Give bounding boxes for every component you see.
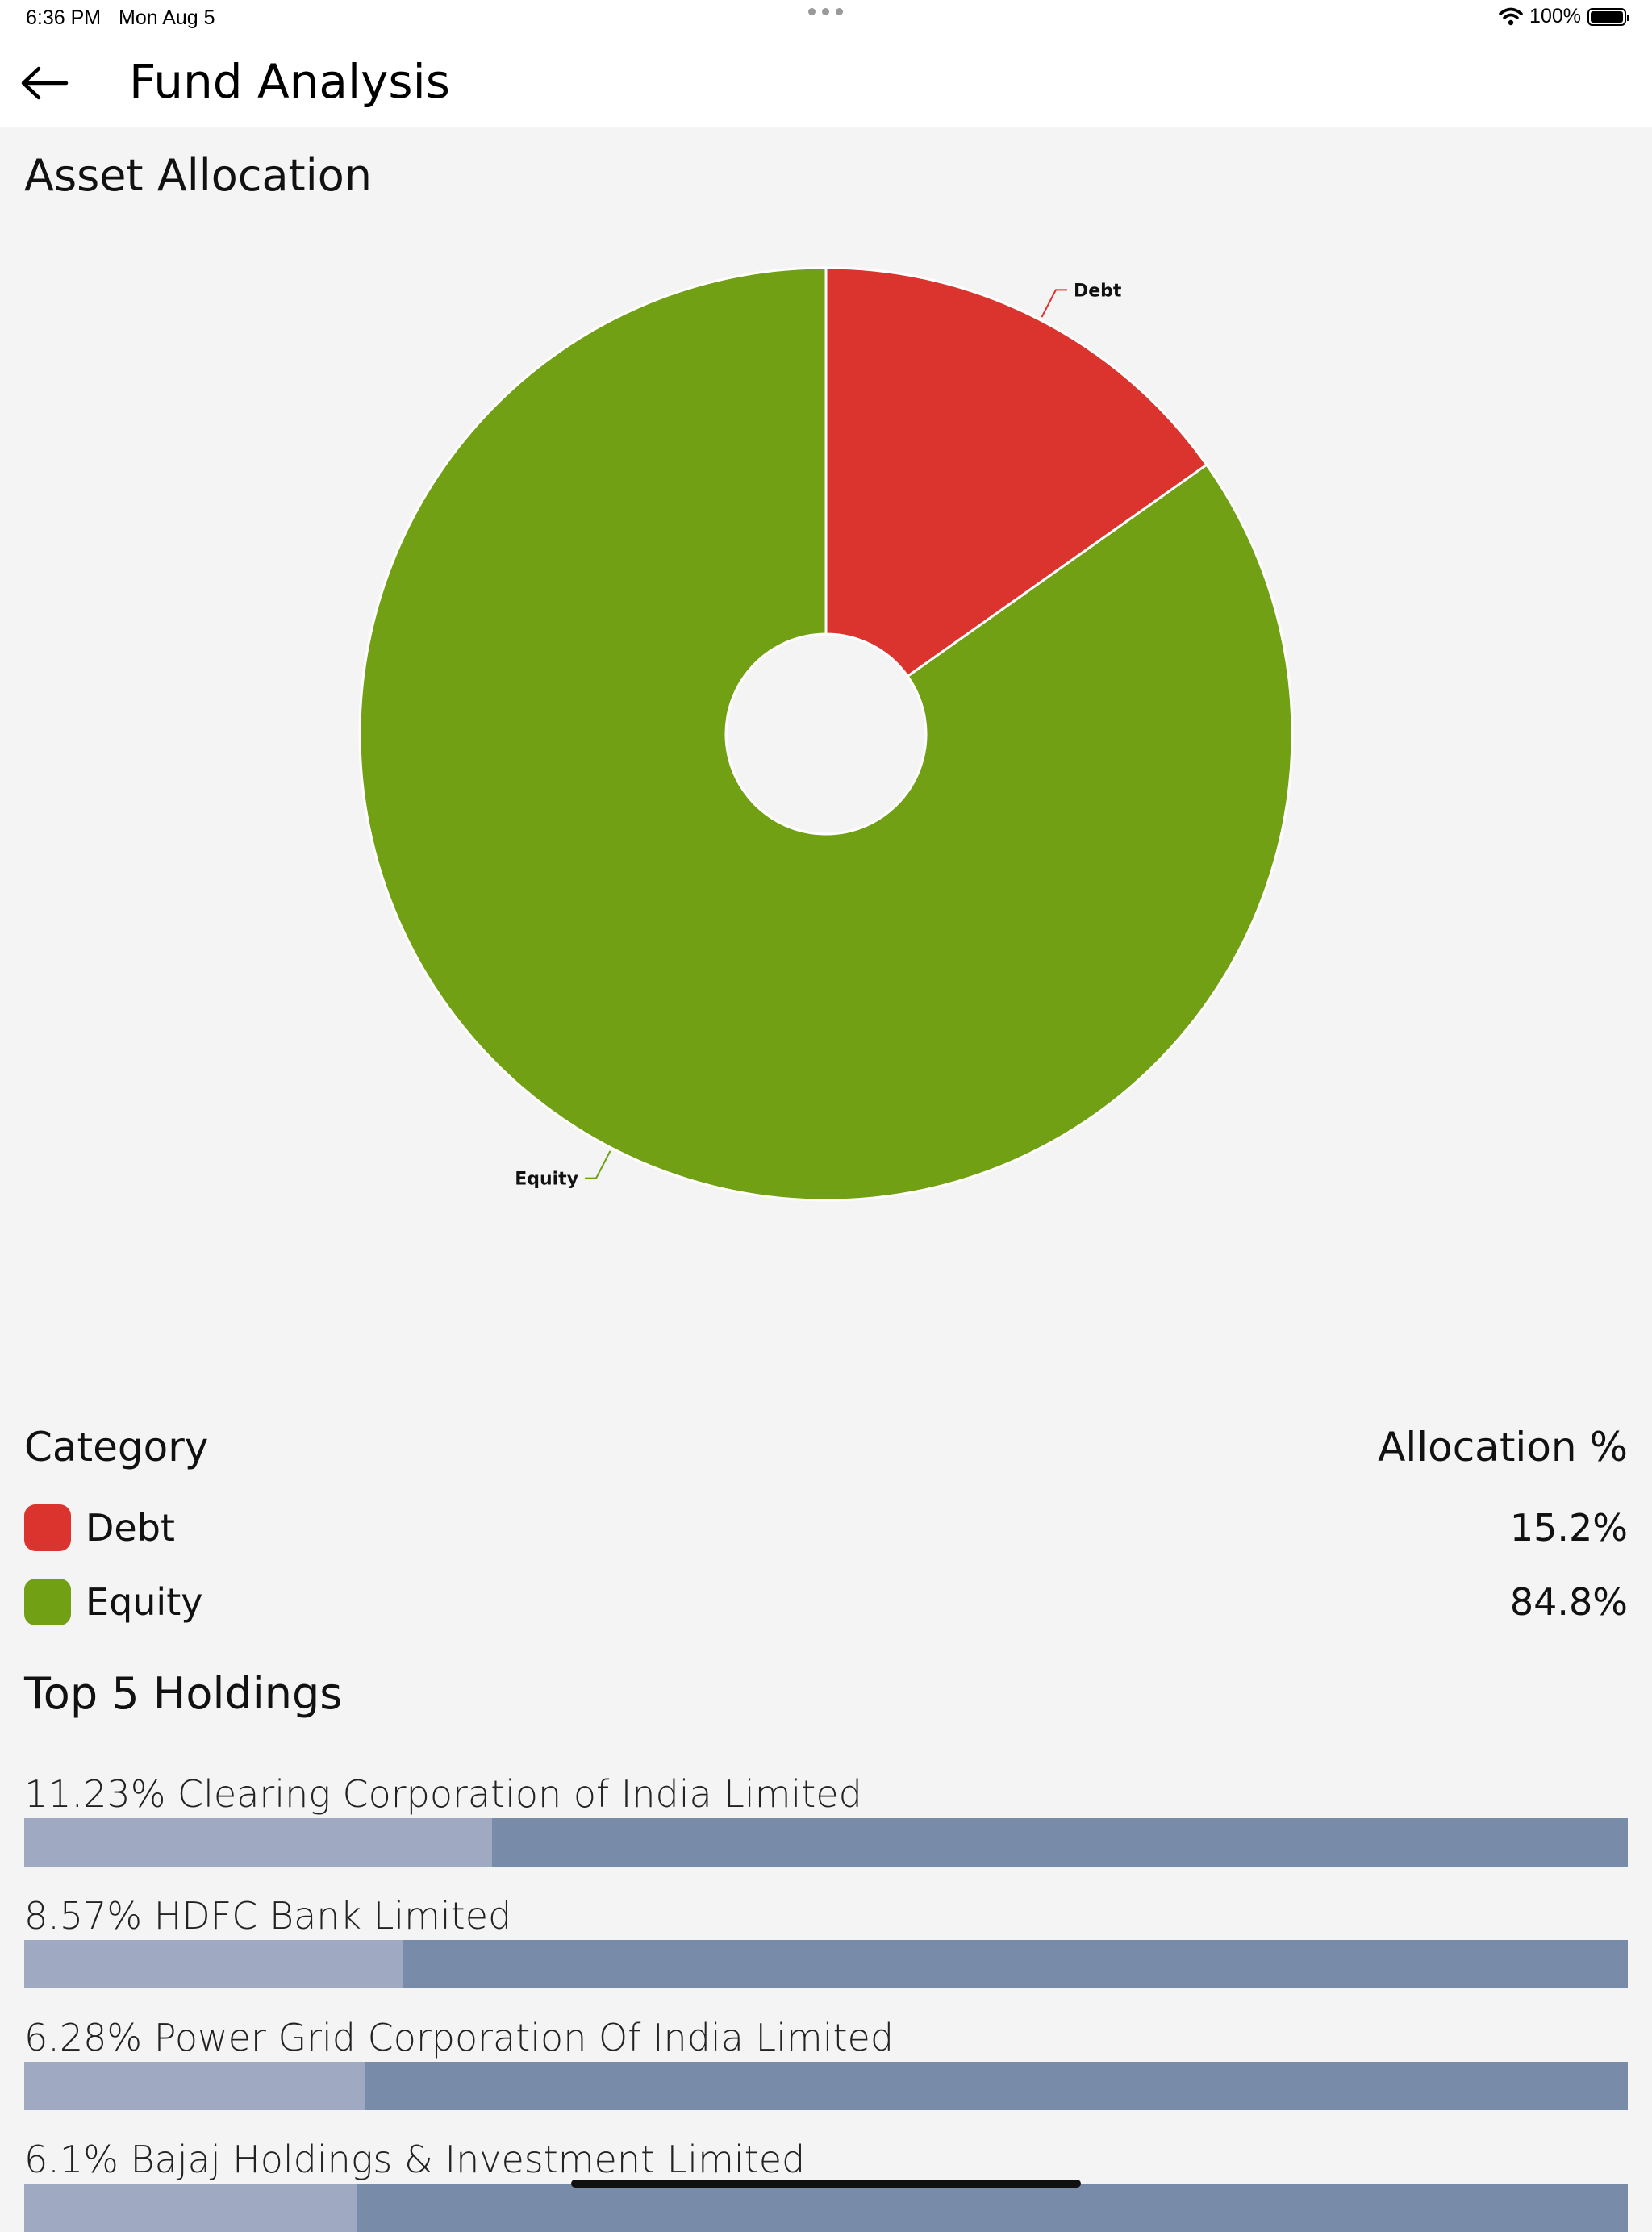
status-bar: 6:36 PM Mon Aug 5 100% xyxy=(0,0,1652,39)
asset-allocation-title: Asset Allocation xyxy=(24,150,372,201)
holding-bar-fill xyxy=(24,1940,403,1988)
status-indicators: 100% xyxy=(1499,5,1629,28)
holding-item: 8.57% HDFC Bank Limited xyxy=(24,1893,1628,1988)
holding-bar-fill xyxy=(24,2062,366,2110)
home-indicator[interactable] xyxy=(571,2180,1081,2188)
asset-allocation-chart: Debt Equity xyxy=(0,234,1652,1250)
app-header: Fund Analysis xyxy=(0,39,1652,127)
debt-color-swatch xyxy=(24,1504,71,1551)
allocation-table-header: Category Allocation % xyxy=(24,1424,1628,1471)
leader-line-equity xyxy=(585,1150,611,1179)
holding-label: 6.28% Power Grid Corporation Of India Li… xyxy=(24,2016,895,2059)
allocation-value: 15.2% xyxy=(1509,1506,1628,1550)
allocation-row-equity: Equity 84.8% xyxy=(24,1576,1628,1628)
holding-item: 6.28% Power Grid Corporation Of India Li… xyxy=(24,2015,1628,2110)
pie-slice-equity[interactable] xyxy=(358,266,1294,1202)
donut-chart: Debt Equity xyxy=(358,266,1294,1202)
category-column-header: Category xyxy=(24,1424,209,1471)
equity-color-swatch xyxy=(24,1579,71,1625)
allocation-column-header: Allocation % xyxy=(1378,1424,1628,1471)
status-date: Mon Aug 5 xyxy=(119,6,215,29)
page-title: Fund Analysis xyxy=(129,54,450,109)
holding-bar-fill xyxy=(24,2184,357,2232)
holding-bar xyxy=(24,1818,1628,1867)
holding-label: 11.23% Clearing Corporation of India Lim… xyxy=(24,1772,862,1816)
pie-slice-debt[interactable] xyxy=(824,266,1208,678)
allocation-row-debt: Debt 15.2% xyxy=(24,1502,1628,1554)
holding-bar-fill xyxy=(24,1818,493,1867)
holdings-title: Top 5 Holdings xyxy=(24,1668,343,1719)
category-label: Debt xyxy=(86,1506,175,1550)
battery-percentage: 100% xyxy=(1529,5,1581,27)
multitasking-dots-icon[interactable] xyxy=(808,8,843,15)
holding-bar xyxy=(24,2184,1628,2232)
back-button[interactable] xyxy=(16,56,73,110)
holding-bar xyxy=(24,1940,1628,1988)
holding-label: 6.1% Bajaj Holdings & Investment Limited xyxy=(24,2138,806,2181)
holding-label: 8.57% HDFC Bank Limited xyxy=(24,1894,512,1938)
status-time: 6:36 PM xyxy=(26,6,102,29)
slice-label-debt: Debt xyxy=(1074,281,1122,301)
arrow-left-icon xyxy=(21,66,69,100)
slice-label-equity: Equity xyxy=(515,1170,578,1190)
allocation-value: 84.8% xyxy=(1509,1580,1628,1624)
holding-bar xyxy=(24,2062,1628,2110)
leader-line-debt xyxy=(1041,289,1067,318)
holding-item: 11.23% Clearing Corporation of India Lim… xyxy=(24,1771,1628,1867)
category-label: Equity xyxy=(86,1580,203,1624)
battery-icon xyxy=(1587,7,1629,26)
wifi-icon xyxy=(1499,7,1523,25)
